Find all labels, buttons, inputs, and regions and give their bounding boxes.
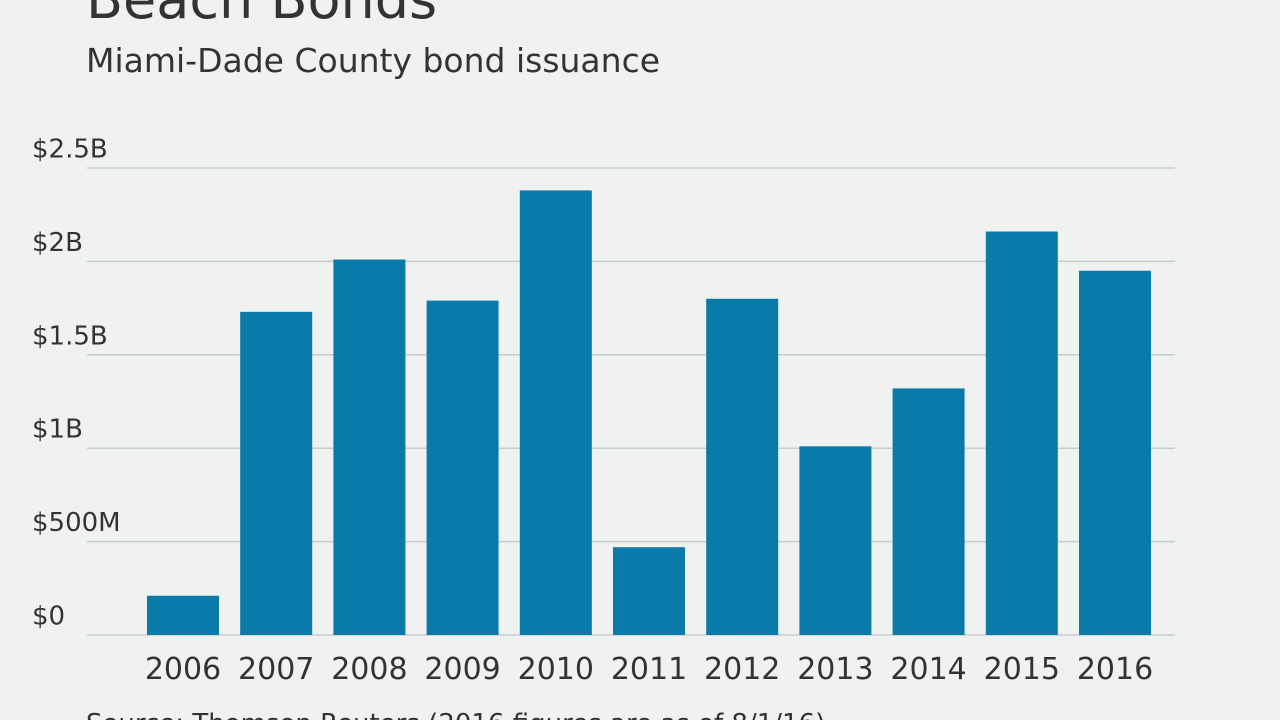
y-tick-label: $1B (32, 415, 83, 445)
bar (1079, 270, 1151, 635)
x-tick-label: 2016 (1077, 652, 1153, 687)
chart-subtitle: Miami-Dade County bond issuance (86, 41, 660, 80)
bar (519, 190, 592, 635)
x-tick-label: 2012 (704, 652, 780, 687)
x-tick-label: 2010 (518, 652, 594, 687)
x-tick-label: 2006 (145, 652, 221, 687)
source-note: Source: Thomson Reuters (2016 figures ar… (86, 709, 825, 720)
y-tick-label: $1.5B (32, 321, 108, 351)
y-tick-label: $0 (32, 602, 65, 632)
bar (613, 547, 685, 635)
x-tick-label: 2015 (984, 652, 1060, 687)
bar (985, 231, 1058, 635)
x-tick-label: 2014 (890, 652, 966, 687)
y-tick-label: $2B (32, 228, 83, 258)
y-tick-label: $500M (32, 508, 121, 538)
x-tick-label: 2013 (797, 652, 873, 687)
bar (892, 388, 965, 635)
bar (706, 298, 779, 635)
bar (799, 446, 872, 635)
chart-title: Beach Bonds (86, 0, 437, 31)
bar (426, 300, 499, 635)
x-tick-label: 2009 (424, 652, 500, 687)
bar (147, 595, 219, 635)
x-tick-label: 2008 (331, 652, 407, 687)
x-tick-label: 2011 (611, 652, 687, 687)
bar (240, 311, 313, 635)
x-tick-label: 2007 (238, 652, 314, 687)
bar (333, 259, 406, 635)
y-tick-label: $2.5B (32, 135, 108, 165)
